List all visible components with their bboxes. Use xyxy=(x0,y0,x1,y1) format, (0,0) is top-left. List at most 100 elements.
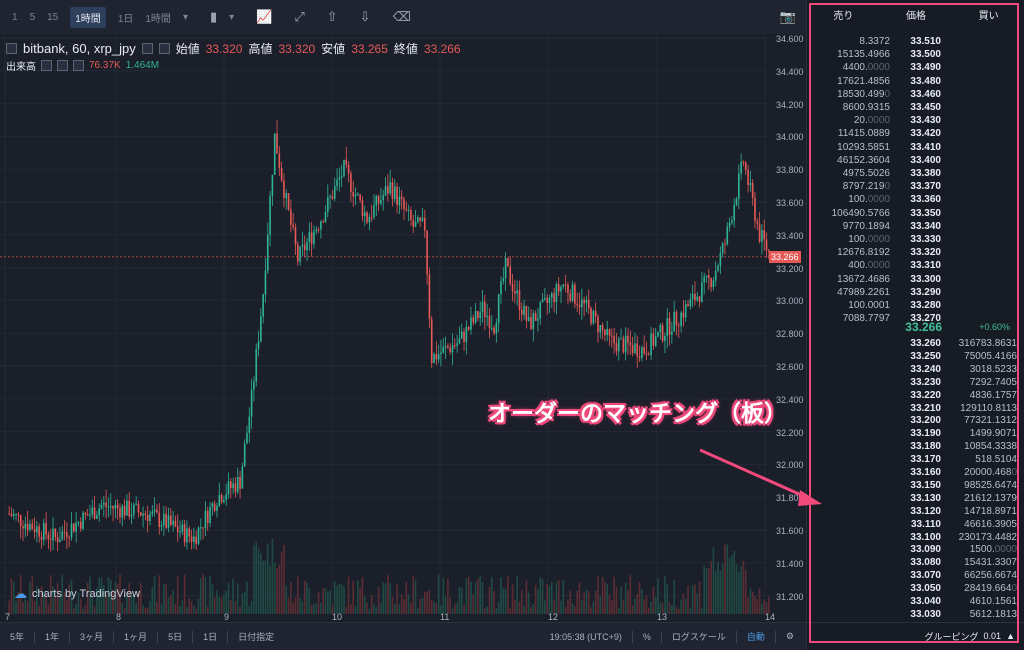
camera-icon[interactable]: 📷 xyxy=(779,9,796,24)
price-level: 33.150 xyxy=(910,479,941,491)
order-book-row[interactable]: 20.0000 33.430 xyxy=(807,114,1024,127)
candle-body xyxy=(613,336,615,344)
order-book-row[interactable]: 33.260 316783.8631 xyxy=(807,337,1024,350)
indicators-icon[interactable]: 📈 xyxy=(256,9,273,24)
candle-body xyxy=(103,502,105,505)
order-book-row[interactable]: 33.240 3018.5233 xyxy=(807,363,1024,376)
order-book-row[interactable]: 33.080 15431.3307 xyxy=(807,556,1024,569)
candle-body xyxy=(329,196,331,198)
order-book-row[interactable]: 33.200 77321.1312 xyxy=(807,414,1024,427)
eye-icon[interactable] xyxy=(41,60,52,71)
order-book-row[interactable]: 7088.7797 33.270 xyxy=(807,312,1024,325)
grouping-select[interactable]: 0.01 xyxy=(983,631,1002,641)
interval-dropdown[interactable]: 1時間 xyxy=(145,13,171,25)
price-tick-label: 33.800 xyxy=(776,165,804,176)
order-book-row[interactable]: 33.220 4836.1757 xyxy=(807,389,1024,402)
order-book-row[interactable]: 33.130 21612.1379 xyxy=(807,492,1024,505)
order-book-row[interactable]: 12676.8192 33.320 xyxy=(807,246,1024,259)
range-1y[interactable]: 1年 xyxy=(45,632,60,642)
order-book-row[interactable]: 33.250 75005.4166 xyxy=(807,350,1024,363)
order-book-row[interactable]: 9770.1894 33.340 xyxy=(807,220,1024,233)
order-book-row[interactable]: 11415.0889 33.420 xyxy=(807,127,1024,140)
order-book-row[interactable]: 8797.2190 33.370 xyxy=(807,180,1024,193)
range-1d[interactable]: 1日 xyxy=(203,632,218,642)
candle-body xyxy=(54,528,57,538)
auto-scale-toggle[interactable]: 自動 xyxy=(746,632,765,642)
order-book-row[interactable]: 33.050 28419.6640 xyxy=(807,582,1024,595)
interval-5m[interactable]: 5 xyxy=(29,11,36,23)
candle-body xyxy=(183,524,186,543)
collapse-icon[interactable] xyxy=(6,43,17,54)
interval-1h[interactable]: 1時間 xyxy=(70,6,106,28)
order-book-row[interactable]: 18530.4990 33.460 xyxy=(807,88,1024,101)
range-5y[interactable]: 5年 xyxy=(10,632,25,642)
candlestick-chart[interactable] xyxy=(0,34,806,622)
order-book-row[interactable]: 33.190 1499.9071 xyxy=(807,427,1024,440)
order-book-row[interactable]: 33.100 230173.4482 xyxy=(807,531,1024,544)
candle-body xyxy=(174,520,177,527)
caret-up-icon[interactable]: ▲ xyxy=(1006,631,1015,641)
chart-pane[interactable] xyxy=(0,34,806,622)
eraser-icon[interactable]: ⌫ xyxy=(392,9,411,24)
range-5d[interactable]: 5日 xyxy=(168,632,183,642)
order-book-row[interactable]: 33.040 4610.1561 xyxy=(807,595,1024,608)
interval-15m[interactable]: 15 xyxy=(47,11,59,23)
close-icon[interactable] xyxy=(73,60,84,71)
order-book-row[interactable]: 33.230 7292.7405 xyxy=(807,376,1024,389)
volume-bar xyxy=(647,607,650,614)
candlestick-icon[interactable]: ▮ xyxy=(209,9,218,24)
order-book-row[interactable]: 100.0000 33.330 xyxy=(807,233,1024,246)
order-book-row[interactable]: 47989.2261 33.290 xyxy=(807,286,1024,299)
volume-bar xyxy=(375,606,378,614)
order-book-row[interactable]: 33.150 98525.6474 xyxy=(807,479,1024,492)
order-book-row[interactable]: 13672.4686 33.300 xyxy=(807,273,1024,286)
fullscreen-icon[interactable]: ⤢ xyxy=(294,9,305,24)
interval-1d[interactable]: 1日 xyxy=(117,13,134,25)
candle-body xyxy=(597,316,599,333)
volume-bar xyxy=(712,547,715,614)
settings-icon[interactable] xyxy=(141,43,153,54)
close-icon[interactable] xyxy=(158,43,170,54)
interval-1m[interactable]: 1 xyxy=(12,11,18,23)
order-book-row[interactable]: 46152.3604 33.400 xyxy=(807,154,1024,167)
order-book-row[interactable]: 4400.0000 33.490 xyxy=(807,61,1024,74)
settings-icon[interactable] xyxy=(57,60,68,71)
order-book-row[interactable]: 33.160 20000.4680 xyxy=(807,466,1024,479)
range-3m[interactable]: 3ヶ月 xyxy=(80,632,104,642)
order-book-row[interactable]: 100.0000 33.360 xyxy=(807,193,1024,206)
order-book-row[interactable]: 15135.4966 33.500 xyxy=(807,48,1024,61)
order-book-row[interactable]: 33.120 14718.8971 xyxy=(807,505,1024,518)
order-book-row[interactable]: 10293.5851 33.410 xyxy=(807,141,1024,154)
order-book-row[interactable]: 400.0000 33.310 xyxy=(807,259,1024,272)
chevron-down-icon[interactable]: ▾ xyxy=(182,11,188,23)
order-book-row[interactable]: 33.180 10854.3338 xyxy=(807,440,1024,453)
percent-toggle[interactable]: % xyxy=(642,631,651,642)
log-scale-toggle[interactable]: ログスケール xyxy=(671,632,726,642)
bid-size: 4610.1561 xyxy=(969,596,1017,607)
tradingview-watermark[interactable]: ☁ charts by TradingView xyxy=(14,586,140,602)
download-icon[interactable]: ⇩ xyxy=(359,9,371,24)
chevron-down-icon[interactable]: ▾ xyxy=(229,11,235,23)
order-book-row[interactable]: 33.110 46616.3905 xyxy=(807,518,1024,531)
candle-body xyxy=(641,347,643,358)
order-book-row[interactable]: 33.170 518.5104 xyxy=(807,453,1024,466)
order-book-row[interactable]: 8600.9315 33.450 xyxy=(807,101,1024,114)
candle-body xyxy=(220,495,223,503)
bid-size: 5612.1813 xyxy=(969,608,1017,620)
volume-bar xyxy=(310,604,313,614)
order-book-row[interactable]: 17621.4856 33.480 xyxy=(807,75,1024,88)
order-book-row[interactable]: 33.030 5612.1813 xyxy=(807,608,1024,621)
range-1m[interactable]: 1ヶ月 xyxy=(124,632,148,642)
order-book-row[interactable]: 4975.5026 33.380 xyxy=(807,167,1024,180)
upload-icon[interactable]: ⇧ xyxy=(326,9,338,24)
order-book-row[interactable]: 33.070 66256.6674 xyxy=(807,569,1024,582)
order-book-row[interactable]: 106490.5766 33.350 xyxy=(807,207,1024,220)
candle-body xyxy=(84,512,87,515)
order-book-row[interactable]: 100.0001 33.280 xyxy=(807,299,1024,312)
date-range-button[interactable]: 日付指定 xyxy=(238,632,275,642)
order-book-row[interactable]: 33.090 1500.0000 xyxy=(807,543,1024,556)
order-book-row[interactable]: 33.210 129110.8113 xyxy=(807,402,1024,415)
order-book-row[interactable]: 8.3372 33.510 xyxy=(807,35,1024,48)
gear-icon[interactable]: ⚙ xyxy=(785,631,794,641)
volume-bar xyxy=(696,593,699,614)
